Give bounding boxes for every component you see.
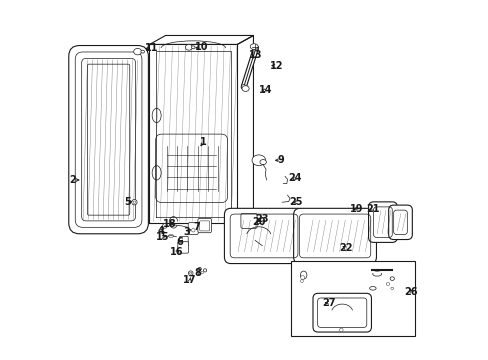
- Ellipse shape: [241, 85, 246, 89]
- Text: 10: 10: [194, 42, 208, 52]
- Text: 12: 12: [269, 61, 283, 71]
- FancyBboxPatch shape: [368, 202, 396, 242]
- Ellipse shape: [386, 283, 389, 285]
- Ellipse shape: [390, 287, 393, 289]
- FancyBboxPatch shape: [198, 219, 211, 233]
- Ellipse shape: [201, 271, 203, 274]
- Ellipse shape: [131, 199, 137, 205]
- Text: 21: 21: [366, 204, 379, 214]
- Text: 4: 4: [158, 226, 164, 236]
- Text: 26: 26: [404, 287, 417, 297]
- Ellipse shape: [189, 272, 191, 274]
- Text: 22: 22: [338, 243, 352, 253]
- Ellipse shape: [251, 155, 265, 166]
- Ellipse shape: [191, 228, 195, 232]
- Text: 1: 1: [200, 138, 206, 147]
- FancyBboxPatch shape: [179, 236, 188, 246]
- Ellipse shape: [300, 275, 304, 280]
- FancyBboxPatch shape: [178, 242, 188, 253]
- Text: 25: 25: [289, 197, 303, 207]
- Ellipse shape: [300, 271, 306, 279]
- Text: 18: 18: [163, 219, 176, 229]
- Text: 8: 8: [194, 268, 201, 278]
- Text: 14: 14: [258, 85, 271, 95]
- Ellipse shape: [203, 269, 206, 272]
- Ellipse shape: [300, 280, 303, 283]
- FancyBboxPatch shape: [188, 223, 198, 234]
- Text: 23: 23: [254, 214, 268, 224]
- Text: 27: 27: [322, 298, 335, 308]
- Text: 11: 11: [144, 43, 158, 53]
- Ellipse shape: [185, 44, 192, 50]
- Text: 16: 16: [169, 247, 183, 257]
- Ellipse shape: [253, 46, 258, 50]
- Text: 24: 24: [288, 173, 302, 183]
- Ellipse shape: [339, 328, 343, 332]
- Ellipse shape: [372, 272, 381, 276]
- Text: 5: 5: [124, 197, 131, 207]
- Ellipse shape: [242, 86, 249, 91]
- FancyBboxPatch shape: [199, 221, 209, 231]
- Text: 7: 7: [193, 222, 200, 232]
- FancyBboxPatch shape: [388, 205, 411, 239]
- Text: 15: 15: [156, 232, 169, 242]
- Ellipse shape: [389, 277, 394, 280]
- Ellipse shape: [162, 224, 167, 228]
- FancyBboxPatch shape: [224, 208, 303, 264]
- Text: 20: 20: [252, 217, 265, 227]
- Text: 6: 6: [176, 237, 183, 247]
- Ellipse shape: [369, 287, 375, 290]
- FancyBboxPatch shape: [241, 213, 257, 228]
- FancyBboxPatch shape: [293, 208, 376, 264]
- Text: 19: 19: [349, 204, 363, 214]
- Ellipse shape: [198, 267, 201, 271]
- FancyBboxPatch shape: [312, 293, 371, 332]
- Bar: [290, 261, 414, 336]
- Text: 13: 13: [248, 50, 262, 60]
- Text: 2: 2: [70, 175, 76, 185]
- Ellipse shape: [250, 44, 258, 49]
- Text: 9: 9: [277, 155, 284, 165]
- Ellipse shape: [191, 46, 195, 49]
- Ellipse shape: [260, 159, 266, 165]
- Ellipse shape: [141, 50, 144, 53]
- Ellipse shape: [133, 48, 142, 55]
- Ellipse shape: [133, 201, 135, 203]
- Text: 17: 17: [183, 275, 196, 285]
- Ellipse shape: [188, 271, 193, 275]
- Text: 3: 3: [183, 227, 190, 237]
